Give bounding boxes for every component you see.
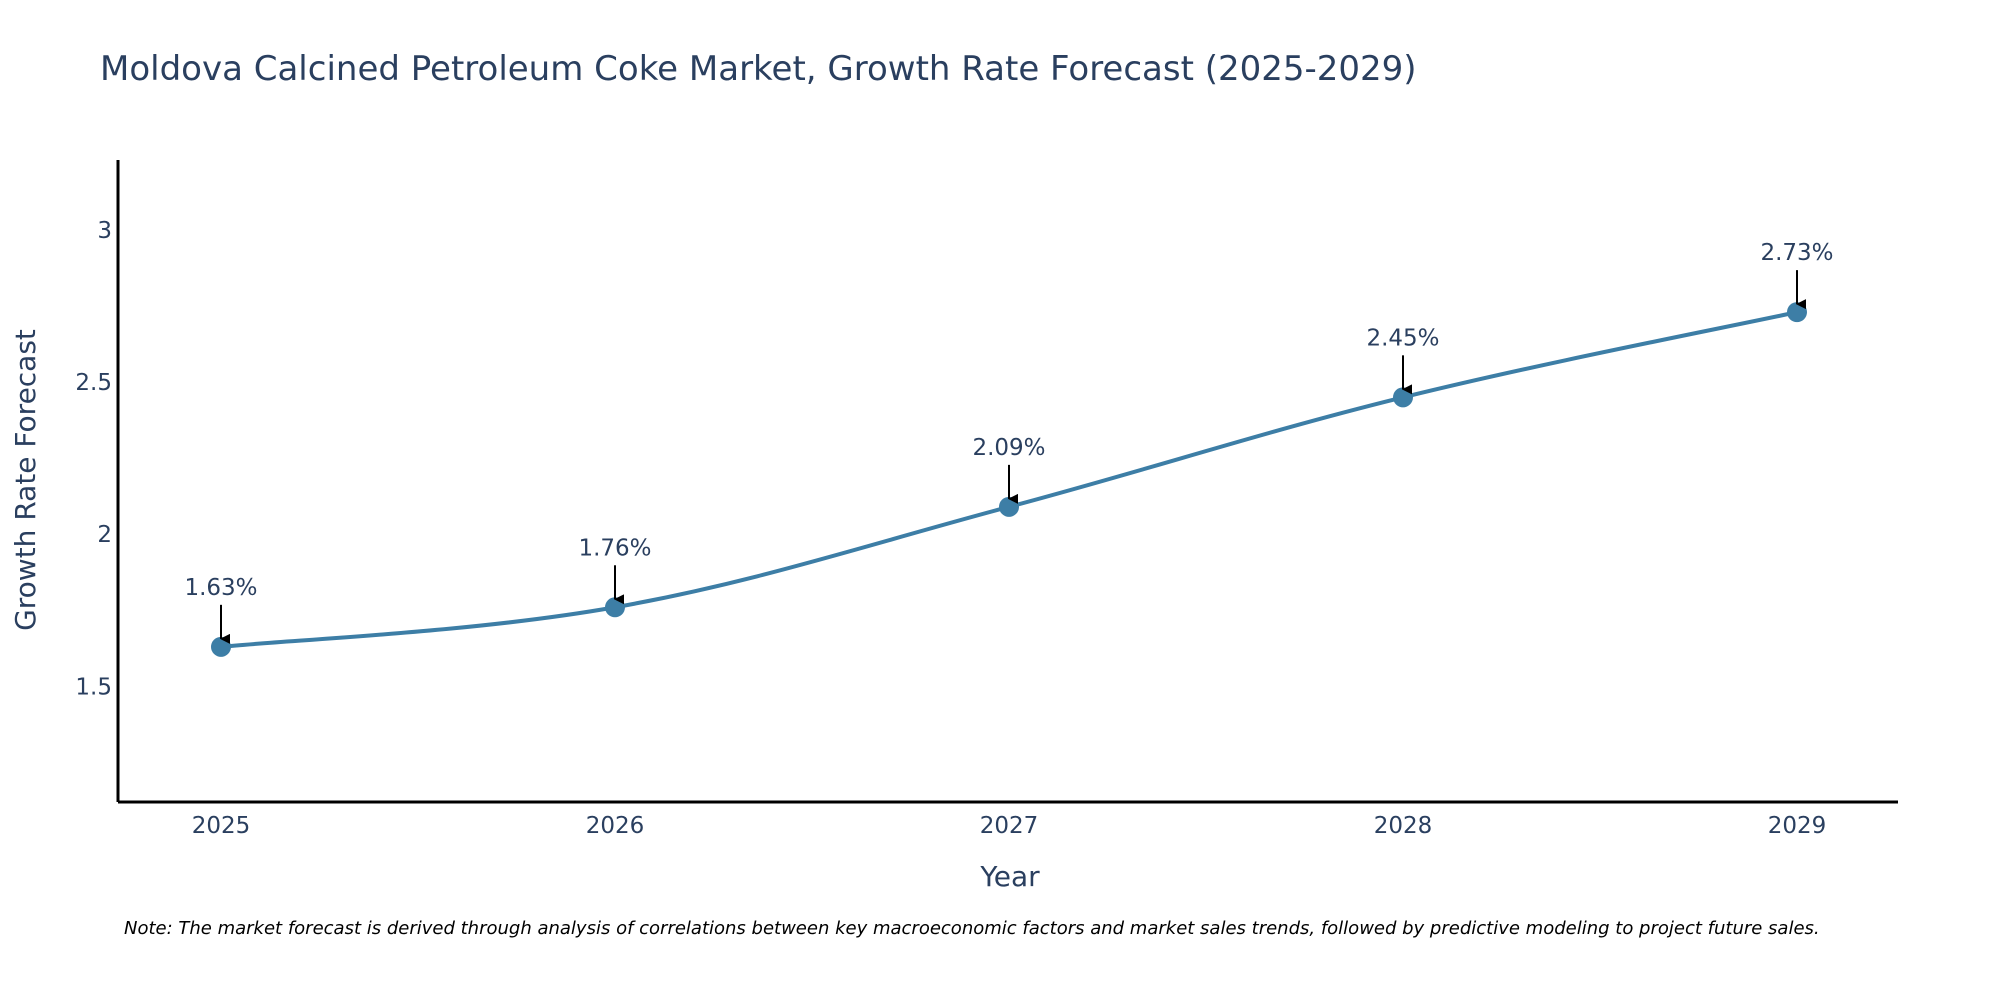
data-point-2025 [211,636,231,657]
data-point-2029 [1787,302,1807,323]
data-point-2027 [999,496,1019,517]
y-axis-ticks: 1.5 2 2.5 3 [75,218,112,700]
y-tick-label: 2.5 [75,370,112,396]
data-label-2029: 2.73% [1760,240,1833,266]
data-label-2025: 1.63% [184,575,257,601]
x-tick-label: 2025 [192,813,251,839]
chart-title: Moldova Calcined Petroleum Coke Market, … [100,49,1417,89]
data-point-2028 [1393,387,1413,408]
data-label-annotations: 1.63% 1.76% 2.09% 2.45% 2.73% [184,240,1834,644]
data-label-2027: 2.09% [972,435,1045,461]
y-tick-label: 3 [97,218,112,244]
x-tick-label: 2027 [980,813,1039,839]
y-tick-label: 2 [97,522,112,548]
y-tick-label: 1.5 [75,674,112,700]
data-point-2026 [605,597,625,618]
x-axis-title: Year [979,860,1040,893]
x-tick-label: 2028 [1374,813,1433,839]
footnote: Note: The market forecast is derived thr… [124,918,1820,939]
x-tick-label: 2026 [586,813,645,839]
x-axis-ticks: 2025 2026 2027 2028 2029 [192,813,1827,839]
y-axis-title: Growth Rate Forecast [9,329,42,631]
data-label-2028: 2.45% [1366,325,1439,351]
data-label-2026: 1.76% [578,535,651,561]
x-tick-label: 2029 [1768,813,1827,839]
